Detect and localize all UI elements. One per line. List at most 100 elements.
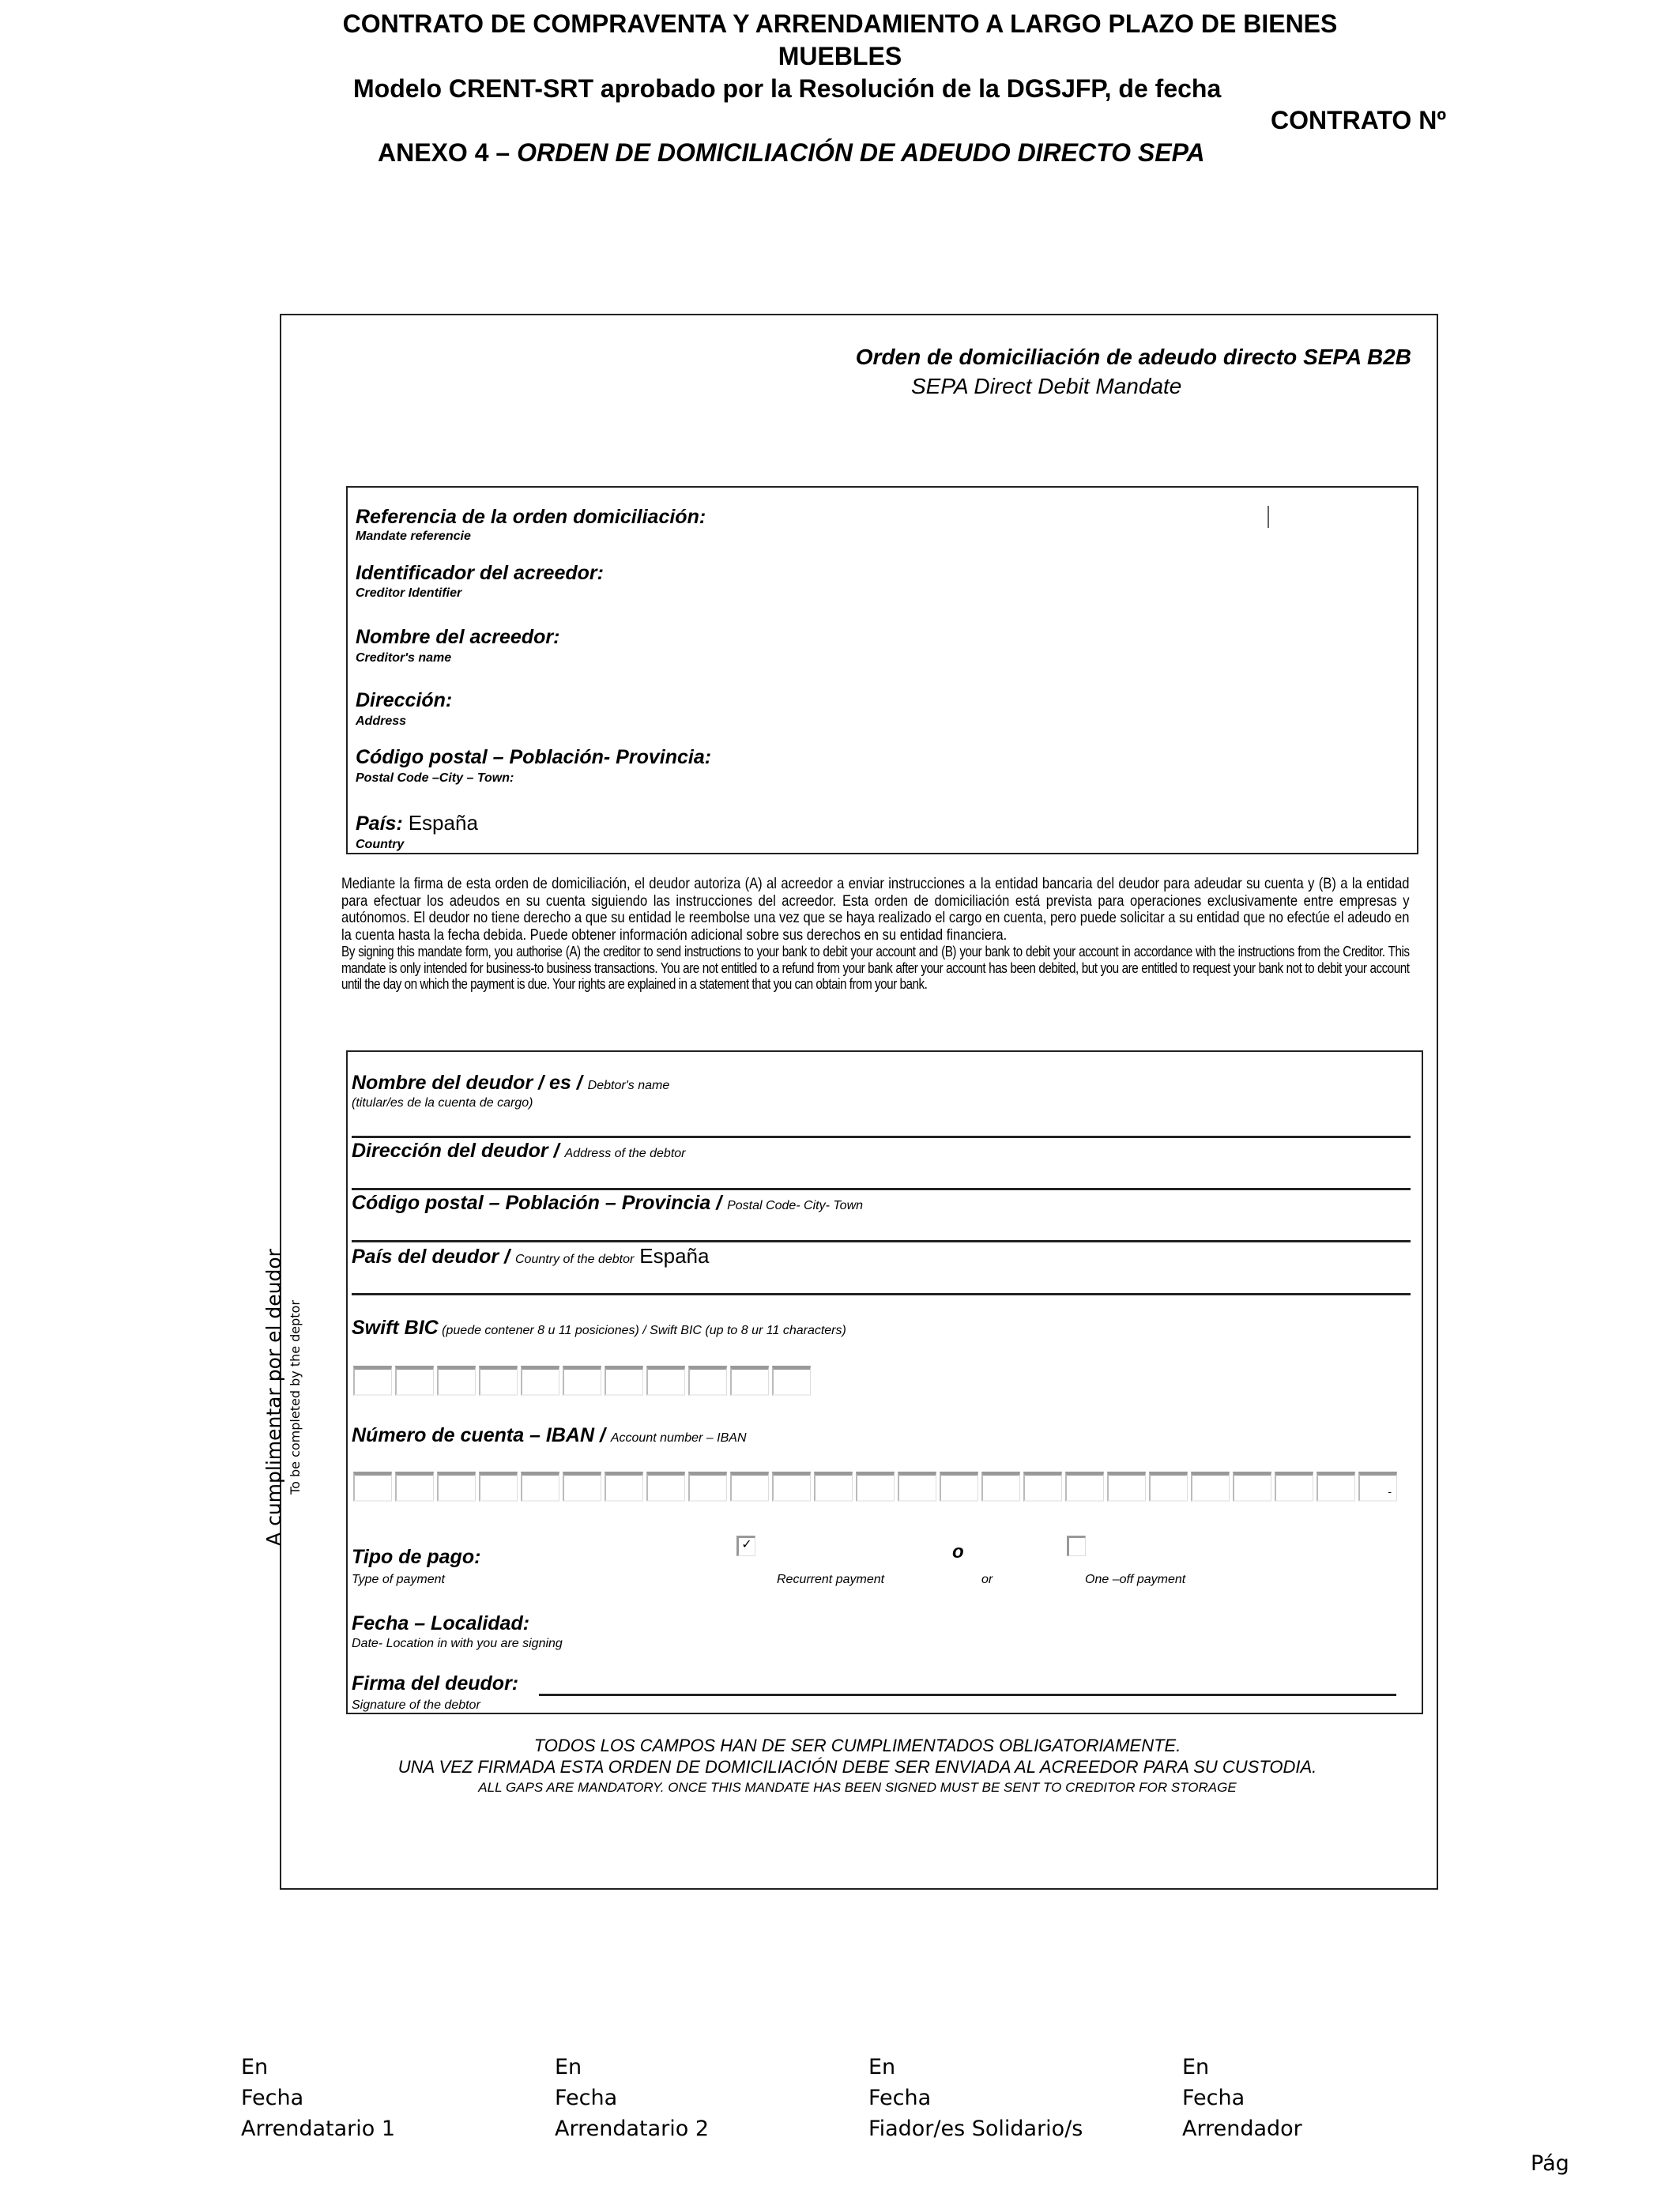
- iban-char-box[interactable]: [479, 1472, 518, 1502]
- debtor-box: [346, 1050, 1423, 1714]
- signature-fecha: Fecha: [241, 2086, 304, 2110]
- debtor-country-label-text: País del deudor /: [352, 1246, 515, 1268]
- debtor-address-label-text: Dirección del deudor /: [352, 1140, 565, 1162]
- bic-char-box[interactable]: [479, 1366, 518, 1396]
- signature-role: Arrendatario 1: [241, 2117, 396, 2141]
- debtor-postal-field[interactable]: [352, 1240, 1411, 1242]
- swift-bic-input[interactable]: [353, 1366, 814, 1396]
- mandate-legal-text: Mediante la firma de esta orden de domic…: [341, 875, 1410, 993]
- signature-field[interactable]: [539, 1694, 1396, 1696]
- signature-fecha: Fecha: [555, 2086, 618, 2110]
- iban-char-box[interactable]: [563, 1472, 601, 1502]
- bic-char-box[interactable]: [395, 1366, 434, 1396]
- footer-en: ALL GAPS ARE MANDATORY. ONCE THIS MANDAT…: [478, 1780, 1237, 1795]
- mandate-reference-label: Referencia de la orden domiciliación:: [356, 506, 706, 528]
- iban-char-box[interactable]: [1191, 1472, 1230, 1502]
- iban-char-box[interactable]: [898, 1472, 936, 1502]
- iban-label-text: Número de cuenta – IBAN /: [352, 1424, 611, 1446]
- text-cursor: [1268, 506, 1269, 528]
- contract-subtitle: Modelo CRENT-SRT aprobado por la Resoluc…: [353, 74, 1222, 103]
- signature-role: Fiador/es Solidario/s: [868, 2117, 1083, 2141]
- iban-char-box[interactable]: [730, 1472, 769, 1502]
- one-off-payment-checkbox[interactable]: [1067, 1536, 1086, 1556]
- iban-input[interactable]: -: [353, 1472, 1400, 1502]
- bic-char-box[interactable]: [730, 1366, 769, 1396]
- annex-title: ANEXO 4 – ORDEN DE DOMICILIACIÓN DE ADEU…: [378, 138, 1205, 168]
- signature-en: En: [555, 2055, 582, 2079]
- mandate-reference-sub: Mandate referencie: [356, 530, 471, 543]
- creditor-postal-sub: Postal Code –City – Town:: [356, 771, 514, 785]
- bic-char-box[interactable]: [646, 1366, 685, 1396]
- debtor-country-field[interactable]: [352, 1293, 1411, 1295]
- debtor-name-label-text: Nombre del deudor / es /: [352, 1072, 588, 1094]
- iban-char-box[interactable]: [1149, 1472, 1188, 1502]
- iban-label: Número de cuenta – IBAN / Account number…: [352, 1424, 747, 1447]
- iban-char-box[interactable]: [646, 1472, 685, 1502]
- creditor-country-sub: Country: [356, 838, 405, 851]
- sepa-mandate-frame: [280, 314, 1438, 1890]
- iban-char-box[interactable]: [437, 1472, 476, 1502]
- creditor-name-label: Nombre del acreedor:: [356, 626, 560, 648]
- recurrent-payment-checkbox[interactable]: ✓: [736, 1536, 755, 1556]
- or-es: o: [952, 1541, 964, 1563]
- iban-char-box[interactable]: [1317, 1472, 1355, 1502]
- iban-char-box[interactable]: [1233, 1472, 1271, 1502]
- swift-bic-label-text: Swift BIC: [352, 1317, 439, 1339]
- swift-bic-note: (puede contener 8 u 11 posiciones) / Swi…: [438, 1324, 846, 1337]
- bic-char-box[interactable]: [688, 1366, 727, 1396]
- iban-char-box[interactable]: -: [1358, 1472, 1397, 1502]
- iban-char-box[interactable]: [772, 1472, 811, 1502]
- contract-number: CONTRATO Nº: [1270, 106, 1446, 134]
- bic-char-box[interactable]: [563, 1366, 601, 1396]
- signature-en: En: [241, 2055, 269, 2079]
- creditor-name-sub: Creditor's name: [356, 651, 452, 665]
- bic-char-box[interactable]: [772, 1366, 811, 1396]
- bic-char-box[interactable]: [353, 1366, 392, 1396]
- debtor-country-value: España: [639, 1244, 710, 1268]
- debtor-address-en: Address of the debtor: [564, 1147, 686, 1160]
- iban-char-box[interactable]: [1023, 1472, 1062, 1502]
- debtor-postal-label-text: Código postal – Población – Provincia /: [352, 1192, 728, 1214]
- debtor-country-label: País del deudor / Country of the debtor …: [352, 1244, 709, 1269]
- side-label-en: To be completed by the deptor: [288, 1300, 303, 1495]
- creditor-address-label: Dirección:: [356, 689, 453, 711]
- signature-fecha: Fecha: [868, 2086, 932, 2110]
- debtor-address-field[interactable]: [352, 1188, 1411, 1190]
- iban-char-box[interactable]: [688, 1472, 727, 1502]
- debtor-name-label: Nombre del deudor / es / Debtor's name: [352, 1072, 669, 1095]
- signature-fecha: Fecha: [1182, 2086, 1245, 2110]
- iban-char-box[interactable]: [353, 1472, 392, 1502]
- bic-char-box[interactable]: [437, 1366, 476, 1396]
- bic-char-box[interactable]: [605, 1366, 643, 1396]
- signature-en: En: [1182, 2055, 1210, 2079]
- payment-type-label: Tipo de pago:: [352, 1546, 481, 1568]
- iban-char-box[interactable]: [521, 1472, 559, 1502]
- country-label-text: País:: [356, 812, 403, 835]
- iban-char-box[interactable]: [1065, 1472, 1104, 1502]
- form-title: Orden de domiciliación de adeudo directo…: [855, 345, 1411, 369]
- iban-char-box[interactable]: [1275, 1472, 1313, 1502]
- signature-role: Arrendatario 2: [555, 2117, 710, 2141]
- iban-char-box[interactable]: [814, 1472, 853, 1502]
- recurrent-payment-label: Recurrent payment: [777, 1573, 885, 1586]
- side-label: A cumplimentar por el deudor: [262, 1249, 285, 1546]
- iban-char-box[interactable]: [605, 1472, 643, 1502]
- iban-char-box[interactable]: [1107, 1472, 1146, 1502]
- iban-char-box[interactable]: [940, 1472, 978, 1502]
- debtor-postal-label: Código postal – Población – Provincia / …: [352, 1192, 863, 1215]
- annex-name: ORDEN DE DOMICILIACIÓN DE ADEUDO DIRECTO…: [517, 138, 1205, 167]
- debtor-name-field[interactable]: [352, 1136, 1411, 1138]
- debtor-name-en: Debtor's name: [587, 1079, 670, 1092]
- annex-prefix: ANEXO 4 –: [378, 138, 518, 167]
- iban-char-box[interactable]: [856, 1472, 895, 1502]
- payment-type-sub: Type of payment: [352, 1573, 445, 1586]
- iban-char-box[interactable]: [981, 1472, 1020, 1502]
- iban-char-box[interactable]: [395, 1472, 434, 1502]
- contract-title-line2: MUEBLES: [778, 42, 902, 70]
- creditor-address-sub: Address: [356, 714, 407, 728]
- debtor-country-en: Country of the debtor: [515, 1253, 635, 1266]
- signature-en: En: [868, 2055, 896, 2079]
- bic-char-box[interactable]: [521, 1366, 559, 1396]
- footer-send: UNA VEZ FIRMADA ESTA ORDEN DE DOMICILIAC…: [397, 1757, 1317, 1777]
